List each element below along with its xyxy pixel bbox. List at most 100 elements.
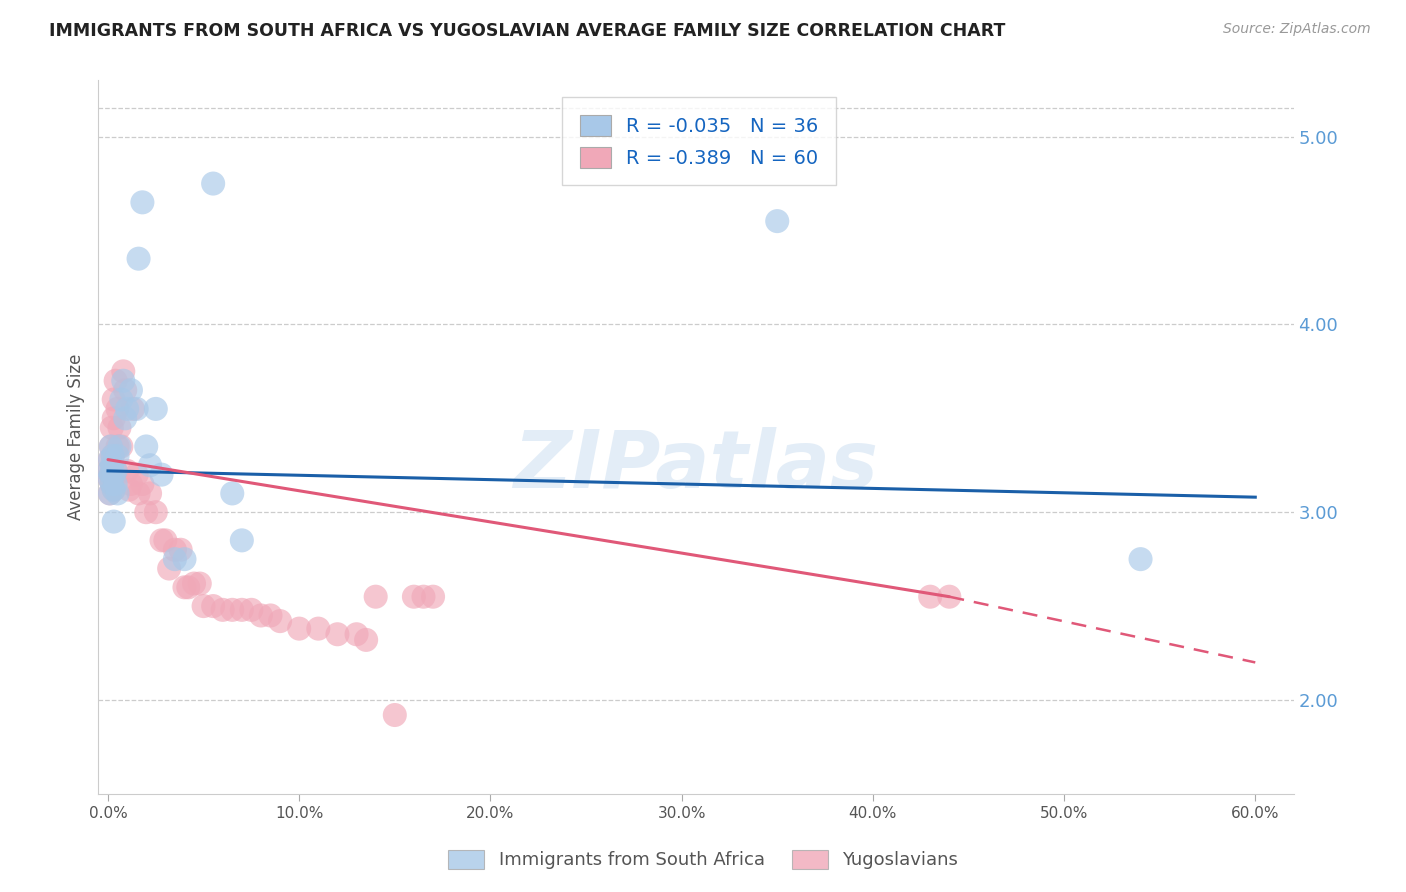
Point [157, 561, 180, 575]
Point [163, 542, 186, 557]
Point [112, 374, 135, 388]
Point [125, 467, 148, 482]
Legend: R = -0.035   N = 36, R = -0.389   N = 60: R = -0.035 N = 36, R = -0.389 N = 60 [562, 97, 837, 186]
Point [250, 608, 273, 623]
Point [101, 458, 124, 473]
Point [100, 440, 122, 454]
Point [97, 464, 120, 478]
Point [103, 483, 125, 497]
Point [269, 614, 291, 628]
Point [98, 452, 121, 467]
Point [98, 486, 121, 500]
Point [115, 464, 138, 478]
Point [412, 590, 434, 604]
Point [139, 458, 162, 473]
Point [402, 590, 425, 604]
Point [121, 401, 143, 416]
Point [101, 449, 124, 463]
Point [128, 486, 150, 500]
Point [326, 627, 349, 641]
Point [1129, 552, 1152, 566]
Point [135, 440, 157, 454]
Point [110, 392, 132, 407]
Point [98, 471, 121, 485]
Point [100, 467, 122, 482]
Point [202, 599, 225, 613]
Legend: Immigrants from South Africa, Yugoslavians: Immigrants from South Africa, Yugoslavia… [439, 841, 967, 879]
Point [125, 401, 148, 416]
Point [150, 533, 173, 548]
Point [354, 632, 377, 647]
Text: ZIPatlas: ZIPatlas [513, 426, 879, 505]
Point [110, 440, 132, 454]
Point [108, 420, 131, 434]
Point [188, 576, 211, 591]
Point [101, 477, 124, 491]
Point [115, 401, 138, 416]
Point [98, 486, 121, 500]
Point [211, 603, 233, 617]
Point [173, 580, 195, 594]
Point [103, 515, 125, 529]
Point [221, 603, 243, 617]
Point [155, 533, 177, 548]
Point [107, 486, 129, 500]
Point [346, 627, 368, 641]
Point [384, 708, 406, 723]
Point [120, 383, 142, 397]
Point [173, 552, 195, 566]
Point [101, 477, 124, 491]
Point [364, 590, 387, 604]
Point [108, 440, 131, 454]
Point [104, 464, 127, 478]
Point [107, 401, 129, 416]
Point [183, 576, 205, 591]
Point [240, 603, 263, 617]
Point [104, 464, 127, 478]
Point [938, 590, 960, 604]
Point [135, 505, 157, 519]
Point [231, 603, 253, 617]
Point [259, 608, 281, 623]
Point [307, 622, 329, 636]
Point [107, 449, 129, 463]
Point [104, 477, 127, 491]
Point [114, 383, 136, 397]
Point [101, 420, 124, 434]
Point [193, 599, 215, 613]
Point [169, 542, 191, 557]
Point [163, 552, 186, 566]
Point [145, 401, 167, 416]
Point [103, 411, 125, 425]
Point [221, 486, 243, 500]
Point [120, 477, 142, 491]
Point [98, 452, 121, 467]
Y-axis label: Average Family Size: Average Family Size [66, 354, 84, 520]
Point [150, 467, 173, 482]
Point [100, 440, 122, 454]
Point [177, 580, 200, 594]
Point [114, 411, 136, 425]
Point [98, 471, 121, 485]
Point [103, 467, 125, 482]
Point [97, 464, 120, 478]
Point [101, 449, 124, 463]
Point [145, 505, 167, 519]
Text: Source: ZipAtlas.com: Source: ZipAtlas.com [1223, 22, 1371, 37]
Point [128, 252, 150, 266]
Point [139, 486, 162, 500]
Point [920, 590, 942, 604]
Point [288, 622, 311, 636]
Point [107, 440, 129, 454]
Point [131, 195, 153, 210]
Point [131, 477, 153, 491]
Point [104, 374, 127, 388]
Point [103, 392, 125, 407]
Point [100, 467, 122, 482]
Point [118, 483, 141, 497]
Point [103, 483, 125, 497]
Point [231, 533, 253, 548]
Text: IMMIGRANTS FROM SOUTH AFRICA VS YUGOSLAVIAN AVERAGE FAMILY SIZE CORRELATION CHAR: IMMIGRANTS FROM SOUTH AFRICA VS YUGOSLAV… [49, 22, 1005, 40]
Point [422, 590, 444, 604]
Point [112, 364, 135, 378]
